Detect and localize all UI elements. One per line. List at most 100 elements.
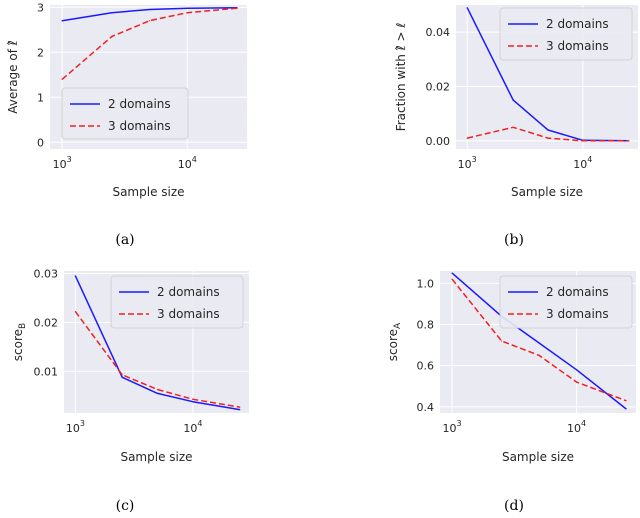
panel-caption: (c) (116, 498, 135, 514)
data-point (451, 278, 453, 280)
data-point (547, 137, 549, 139)
legend-label: 2 domains (157, 285, 220, 299)
data-point (74, 275, 76, 277)
panel-caption: (d) (504, 498, 524, 514)
y-tick-label: 2 (37, 46, 44, 59)
data-point (547, 129, 549, 131)
data-point (625, 408, 627, 410)
data-point (149, 8, 151, 11)
panel-caption: (b) (504, 232, 524, 248)
panel-caption: (a) (115, 232, 134, 248)
data-point (538, 342, 540, 344)
data-point (186, 7, 188, 9)
data-point (451, 272, 453, 274)
y-tick-label: 0.01 (34, 365, 59, 378)
legend-box (499, 275, 633, 329)
legend-label: 3 domains (546, 307, 609, 321)
legend: 2 domains 3 domains (61, 87, 189, 140)
data-point (186, 12, 188, 14)
y-tick-label: 0.00 (426, 135, 451, 148)
data-point (149, 20, 151, 22)
y-tick-label: 0.03 (34, 267, 59, 280)
x-tick-exponent: 3 (472, 155, 477, 164)
legend-label: 3 domains (157, 307, 220, 321)
legend-label: 3 domains (546, 39, 609, 53)
legend: 2 domains 3 domains (499, 275, 633, 329)
y-tick-label: 1.0 (417, 277, 435, 290)
x-tick-exponent: 4 (192, 155, 197, 164)
x-tick-label: 104 (178, 155, 197, 171)
data-point (512, 99, 514, 101)
legend-label: 2 domains (108, 97, 171, 111)
y-axis-label: Fraction with ℓ̂ > ℓ (394, 23, 408, 132)
data-point (239, 409, 241, 411)
data-point (576, 369, 578, 371)
legend: 2 domains 3 domains (110, 275, 244, 329)
y-tick-label: 0.02 (34, 316, 59, 329)
chart-panel-4: 0.4 0.6 0.8 1.0 103 104 Sample size scoreA 2 dom… (386, 271, 636, 514)
chart-panel-3: 0.01 0.02 0.03 103 104 Sample size scoreB 2 dom… (11, 267, 249, 514)
data-point (61, 20, 63, 22)
data-point (625, 400, 627, 402)
data-point (466, 7, 468, 9)
chart-panel-2: 0.00 0.02 0.04 103 104 Sample size Fraction wi… (394, 5, 638, 248)
y-tick-label: 0.02 (426, 81, 451, 94)
data-point (466, 137, 468, 139)
data-point (512, 126, 514, 128)
data-point (111, 12, 113, 14)
x-tick-label: 104 (573, 155, 592, 171)
x-tick-exponent: 3 (67, 155, 72, 164)
data-point (111, 35, 113, 38)
x-tick-exponent: 4 (587, 155, 592, 164)
y-tick-label: 0 (37, 136, 44, 149)
legend-label: 2 domains (546, 285, 609, 299)
x-tick-label: 103 (458, 155, 477, 171)
x-axis-label: Sample size (511, 185, 583, 199)
x-axis-label: Sample size (120, 450, 192, 464)
data-point (121, 374, 123, 376)
data-point (501, 340, 503, 342)
legend-label: 2 domains (546, 17, 609, 31)
data-point (538, 354, 540, 356)
y-axis-label-main: score (11, 329, 25, 361)
y-axis-label: Average of ℓ̂ (6, 40, 20, 113)
y-tick-label: 3 (37, 1, 44, 14)
y-axis-label-sub: B (18, 323, 28, 329)
x-axis-label: Sample size (502, 450, 574, 464)
y-axis-label: scoreB (11, 323, 28, 361)
data-point (192, 401, 194, 403)
x-tick-label: 104 (567, 419, 586, 435)
y-tick-label: 0.8 (417, 319, 435, 332)
x-tick-label: 103 (443, 419, 462, 435)
data-point (239, 406, 241, 408)
y-axis-label-main: score (386, 329, 400, 361)
data-point (628, 140, 630, 142)
x-tick-exponent: 4 (197, 419, 202, 428)
data-point (582, 140, 584, 142)
data-point (61, 78, 63, 80)
data-point (74, 311, 76, 313)
x-tick-label: 103 (53, 155, 72, 171)
x-tick-exponent: 3 (80, 419, 85, 428)
y-tick-label: 0.04 (426, 26, 451, 39)
x-axis-label: Sample size (112, 185, 184, 199)
data-point (121, 376, 123, 378)
legend-box (110, 275, 244, 329)
legend: 2 domains 3 domains (499, 7, 633, 61)
y-tick-label: 1 (37, 91, 44, 104)
data-point (156, 388, 159, 391)
y-tick-label: 0.4 (417, 401, 435, 414)
data-point (156, 392, 159, 394)
x-tick-label: 104 (183, 419, 202, 435)
x-tick-exponent: 3 (457, 419, 462, 428)
legend-label: 3 domains (108, 119, 171, 133)
legend-box (499, 7, 633, 61)
data-point (576, 381, 578, 383)
y-axis-label: scoreA (386, 322, 403, 361)
y-axis-label-sub: A (393, 322, 403, 329)
x-tick-exponent: 4 (581, 419, 586, 428)
x-tick-label: 103 (66, 419, 85, 435)
y-tick-label: 0.6 (417, 360, 435, 373)
